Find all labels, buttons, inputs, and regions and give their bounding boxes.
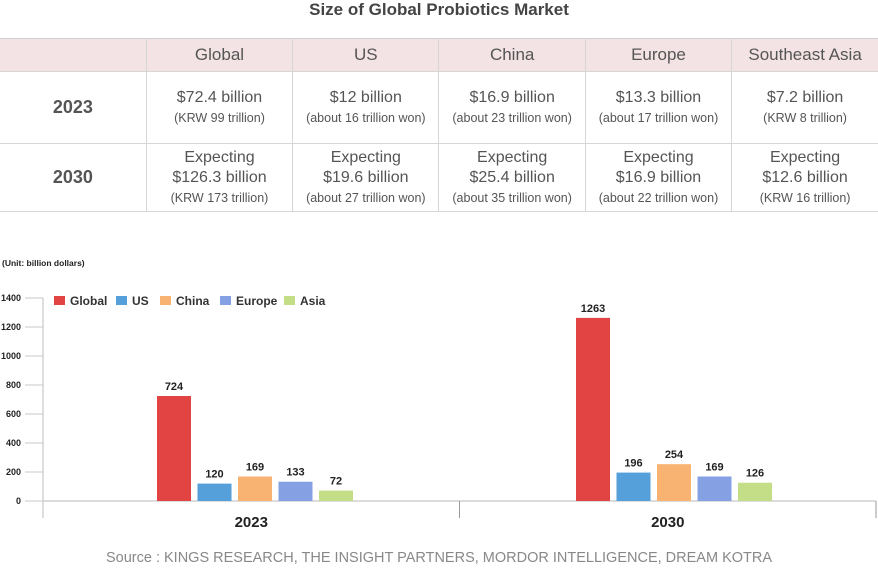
table-cell: $12 billion (about 16 trillion won) [292,71,440,144]
cell-krw: (about 35 trillion won) [452,190,572,205]
header-cell-china: China [438,38,586,72]
row-year: 2023 [0,71,147,144]
cell-krw: (KRW 8 trillion) [763,110,847,125]
x-tick-label: 2030 [651,514,684,531]
cell-krw: (KRW 99 trillion) [174,110,265,125]
table-cell: Expecting $25.4 billion (about 35 trillion… [438,143,586,212]
cell-value: $16.9 billion [615,168,702,186]
legend-swatch-global [54,296,65,305]
cell-prefix: Expecting [769,148,841,166]
bar-asia-2023 [319,490,353,501]
y-tick-label: 1200 [1,322,21,332]
bar-europe-2023 [278,481,313,501]
data-label: 169 [246,461,264,473]
cell-value: $13.3 billion [615,88,702,106]
legend-swatch-europe [220,296,231,305]
cell-value: $25.4 billion [469,168,555,186]
x-tick-label: 2023 [235,514,268,531]
market-size-table: Global US China Europe Southeast Asia 20… [0,38,878,212]
bar-europe-2030 [697,476,732,501]
header-cell-empty [0,38,147,72]
table-cell: $16.9 billion (about 23 trillion won) [438,71,586,144]
legend-swatch-us [116,296,127,305]
row-year: 2030 [0,143,147,212]
legend-swatch-asia [284,296,295,305]
data-label: 1263 [581,303,605,315]
legend-label-asia: Asia [300,294,326,308]
legend-label-europe: Europe [236,294,278,308]
cell-value: $16.9 billion [469,88,555,106]
cell-value: $72.4 billion [176,88,263,106]
bar-us-2023 [197,483,232,501]
header-cell-southeast-asia: Southeast Asia [731,38,878,72]
cell-value: $12.6 billion [762,168,848,186]
legend-label-us: US [132,294,149,308]
bar-global-2030 [576,317,610,501]
data-label: 724 [165,381,184,393]
table-cell: $13.3 billion (about 17 trillion won) [584,71,733,144]
data-label: 126 [746,468,764,480]
cell-krw: (KRW 173 trillion) [170,190,269,205]
table-cell: $72.4 billion (KRW 99 trillion) [145,71,294,144]
bar-chart: 0 200 400 600 800 1000 1200 1400 Global US China Eu… [1,293,877,531]
cell-value: $19.6 billion [323,168,409,186]
header-cell-us: US [292,38,440,72]
unit-label: (Unit: billion dollars) [2,258,85,268]
source-note: Source : KINGS RESEARCH, THE INSIGHT PAR… [105,550,773,566]
bar-us-2030 [616,472,651,501]
table-cell: Expecting $12.6 billion (KRW 16 trillion) [731,143,878,212]
table-cell: Expecting $16.9 billion (about 22 trillion… [584,143,733,212]
legend-swatch-china [160,296,171,305]
data-label: 133 [286,467,304,479]
bar-asia-2030 [738,482,772,501]
cell-krw: (KRW 16 trillion) [759,190,851,205]
cell-value: $126.3 billion [172,168,267,186]
y-tick-label: 0 [16,496,21,506]
cell-krw: (about 22 trillion won) [598,190,719,205]
data-label: 120 [205,469,223,481]
bar-china-2023 [238,476,272,501]
bar-china-2030 [657,464,691,501]
header-cell-europe: Europe [584,38,733,72]
cell-krw: (about 16 trillion won) [306,110,426,125]
cell-prefix: Expecting [330,148,401,166]
legend-label-china: China [176,294,210,308]
table-cell: $7.2 billion (KRW 8 trillion) [731,71,878,144]
table-row: 2030 Expecting $126.3 billion (KRW 173 tri… [0,143,878,212]
bar-global-2023 [157,396,191,501]
data-label: 72 [330,476,342,488]
y-tick-label: 1000 [1,351,21,361]
cell-value: $12 billion [329,88,402,106]
y-tick-label: 600 [6,409,21,419]
y-tick-label: 400 [6,438,21,448]
data-label: 196 [624,458,642,470]
data-label: 254 [665,449,684,461]
table-row: 2023 $72.4 billion (KRW 99 trillion) $12 … [0,71,878,144]
cell-krw: (about 27 trillion won) [306,190,426,205]
data-label: 169 [705,461,723,473]
header-cell-global: Global [145,38,294,72]
cell-prefix: Expecting [623,148,694,166]
legend-label-global: Global [70,294,107,308]
table-header-row: Global US China Europe Southeast Asia [0,38,878,72]
cell-krw: (about 23 trillion won) [452,110,572,125]
page-title: Size of Global Probiotics Market [309,0,569,19]
table-cell: Expecting $126.3 billion (KRW 173 trillion… [145,143,294,212]
cell-value: $7.2 billion [766,88,844,106]
y-tick-label: 800 [6,380,21,390]
y-tick-label: 1400 [1,293,21,303]
cell-prefix: Expecting [477,148,548,166]
cell-krw: (about 17 trillion won) [598,110,719,125]
y-tick-label: 200 [6,467,21,477]
cell-prefix: Expecting [184,148,255,166]
table-cell: Expecting $19.6 billion (about 27 trillion… [292,143,440,212]
